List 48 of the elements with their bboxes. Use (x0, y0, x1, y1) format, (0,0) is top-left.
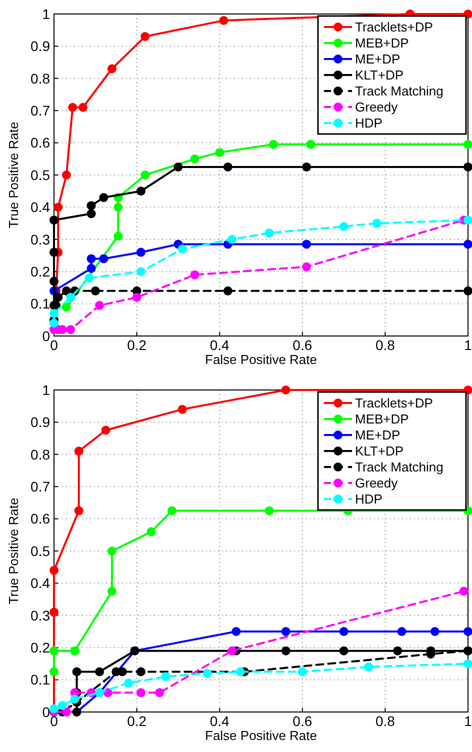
y-tick-label: 0.5 (30, 542, 50, 559)
x-tick-label: 0.4 (210, 337, 230, 353)
x-tick-label: 1 (464, 713, 472, 729)
y-tick-label: 0.4 (30, 199, 50, 216)
legend-label: KLT+DP (355, 444, 404, 459)
x-tick-label: 0.2 (127, 713, 147, 729)
y-tick-label: 1 (42, 382, 50, 398)
legend-label: Track Matching (355, 84, 444, 99)
y-tick-label: 0.6 (30, 510, 50, 527)
x-tick-label: 1 (464, 337, 472, 353)
y-axis-title: True Positive Rate (6, 498, 21, 604)
y-tick-label: 0.2 (30, 640, 50, 656)
x-tick-label: 0.2 (127, 337, 147, 353)
y-tick-label: 0.3 (30, 607, 50, 624)
y-tick-label: 0.5 (30, 166, 50, 183)
legend-label: HDP (355, 492, 382, 507)
legend-label: MEB+DP (355, 36, 409, 51)
x-tick-label: 0.4 (210, 713, 230, 729)
x-axis-title: False Positive Rate (205, 728, 317, 743)
legend-label: HDP (355, 116, 382, 131)
y-tick-label: 1 (42, 6, 50, 22)
y-tick-label: 0.2 (30, 264, 50, 280)
y-tick-label: 0.1 (30, 296, 50, 312)
legend-label: Greedy (355, 476, 398, 491)
x-tick-label: 0.6 (292, 713, 312, 729)
x-axis-title: False Positive Rate (205, 352, 317, 367)
legend-label: Tracklets+DP (355, 20, 433, 35)
x-tick-label: 0.6 (292, 337, 312, 353)
y-tick-label: 0.7 (30, 102, 50, 118)
legend-label: Tracklets+DP (355, 396, 433, 411)
y-tick-label: 0.4 (30, 575, 50, 592)
y-tick-label: 0.8 (30, 446, 50, 462)
y-tick-label: 0.7 (30, 478, 50, 494)
y-tick-label: 0.8 (30, 70, 50, 86)
y-tick-label: 0.6 (30, 134, 50, 151)
x-tick-label: 0.8 (375, 713, 396, 729)
y-tick-label: 0.1 (30, 672, 50, 688)
legend-label: MEB+DP (355, 412, 409, 427)
legend-label: ME+DP (355, 52, 400, 67)
y-tick-label: 0.3 (30, 231, 50, 248)
x-tick-label: 0.8 (375, 337, 396, 353)
y-tick-label: 0.9 (30, 414, 50, 430)
legend-label: Greedy (355, 100, 398, 115)
y-axis-title: True Positive Rate (6, 122, 21, 228)
legend-label: ME+DP (355, 428, 400, 443)
legend-label: Track Matching (355, 460, 444, 475)
y-tick-label: 0.9 (30, 38, 50, 54)
legend-label: KLT+DP (355, 68, 404, 83)
